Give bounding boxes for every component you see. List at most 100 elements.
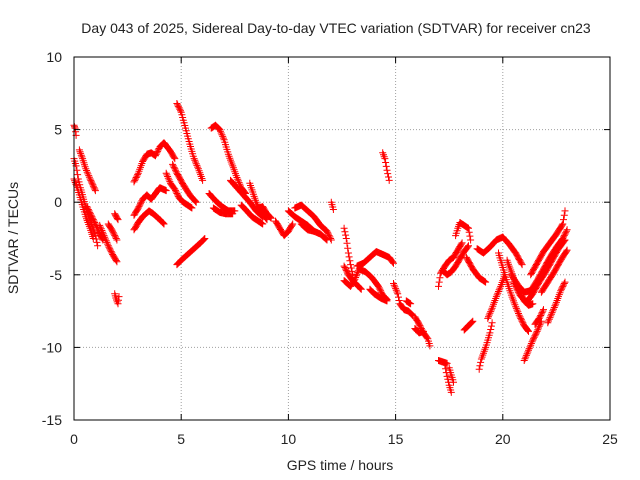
data-point-marker [111, 232, 119, 240]
data-point-marker [545, 315, 553, 323]
data-point-marker [229, 210, 237, 218]
data-point-marker [517, 259, 525, 267]
data-point-marker [83, 167, 90, 174]
data-point-marker [91, 187, 99, 195]
data-point-marker [96, 221, 104, 229]
data-point-marker [389, 258, 397, 266]
data-point-marker [91, 220, 99, 228]
data-point-marker [487, 322, 495, 330]
data-point-marker [524, 327, 532, 334]
data-point-marker [104, 240, 112, 248]
data-point-marker [545, 317, 552, 325]
chart-title: Day 043 of 2025, Sidereal Day-to-day VTE… [81, 20, 591, 36]
data-point-marker [530, 333, 538, 341]
data-point-marker [380, 153, 388, 161]
data-point-marker [514, 287, 522, 295]
data-point-marker [513, 306, 521, 314]
data-point-marker [85, 173, 93, 181]
data-point-marker [341, 264, 349, 271]
data-point-marker [83, 168, 91, 176]
data-point-marker [217, 129, 225, 137]
data-point-marker [83, 203, 91, 211]
data-point-marker [267, 214, 275, 222]
data-point-marker [562, 229, 570, 237]
data-point-marker [160, 220, 168, 228]
data-point-marker [233, 174, 241, 181]
data-point-marker [87, 178, 95, 186]
data-point-marker [496, 284, 504, 292]
data-point-marker [266, 213, 274, 221]
data-point-marker [199, 236, 207, 244]
data-point-marker [528, 338, 536, 346]
data-point-marker [77, 149, 85, 157]
data-point-marker [560, 216, 567, 224]
data-point-marker [516, 313, 524, 321]
data-point-marker [89, 181, 97, 189]
data-point-marker [101, 233, 109, 241]
data-point-marker [548, 309, 556, 317]
data-point-marker [170, 153, 178, 161]
data-point-marker [159, 219, 167, 226]
data-point-marker [407, 310, 415, 318]
data-point-marker [494, 289, 502, 297]
data-point-marker [423, 334, 431, 342]
y-tick-label: -5 [50, 267, 63, 283]
data-point-marker [113, 236, 121, 244]
data-point-marker [540, 306, 547, 314]
data-point-marker [532, 330, 540, 338]
data-point-marker [561, 278, 569, 286]
data-point-marker [561, 207, 569, 215]
data-point-marker [521, 355, 529, 363]
data-point-marker [343, 268, 351, 276]
data-point-marker [112, 235, 120, 242]
data-point-marker [169, 162, 177, 170]
data-point-marker [86, 208, 94, 216]
data-point-marker [415, 320, 423, 328]
data-point-marker [484, 314, 492, 322]
data-point-marker [137, 200, 144, 208]
data-point-marker [377, 288, 385, 296]
data-point-marker [169, 160, 177, 168]
data-point-marker [103, 238, 111, 246]
data-point-marker [383, 297, 391, 305]
data-point-marker [109, 229, 117, 237]
data-point-marker [536, 313, 544, 321]
data-point-marker [82, 165, 90, 173]
data-point-marker [102, 237, 110, 245]
data-point-marker [104, 242, 112, 250]
data-point-marker [134, 204, 142, 212]
data-point-marker [390, 281, 398, 289]
data-point-marker [191, 156, 199, 164]
data-point-marker [174, 102, 182, 110]
data-point-marker [561, 236, 569, 244]
data-point-marker [510, 280, 518, 287]
data-point-marker [458, 239, 466, 247]
data-point-marker [219, 132, 227, 140]
data-point-marker [99, 228, 107, 236]
data-point-marker [132, 174, 140, 181]
data-point-marker [544, 319, 552, 327]
data-point-marker [529, 336, 537, 344]
data-point-marker [390, 280, 397, 287]
data-point-marker [527, 341, 535, 349]
data-point-marker [216, 126, 224, 134]
data-point-marker [340, 262, 348, 270]
data-point-marker [377, 287, 385, 295]
data-point-marker [551, 302, 559, 310]
data-point-marker [558, 284, 566, 292]
data-point-marker [350, 276, 358, 284]
data-point-marker [73, 166, 81, 174]
data-point-marker [159, 219, 167, 227]
data-point-marker [515, 288, 522, 296]
data-point-marker [532, 329, 540, 337]
data-point-marker [133, 172, 141, 180]
data-point-marker [495, 286, 503, 294]
data-point-marker [436, 274, 444, 282]
data-point-marker [390, 259, 397, 267]
x-tick-label: 25 [602, 431, 618, 447]
data-point-marker [512, 284, 520, 292]
data-point-marker [407, 300, 415, 308]
data-point-marker [529, 300, 537, 308]
y-tick-label: 10 [46, 49, 62, 65]
data-point-marker [531, 332, 539, 340]
